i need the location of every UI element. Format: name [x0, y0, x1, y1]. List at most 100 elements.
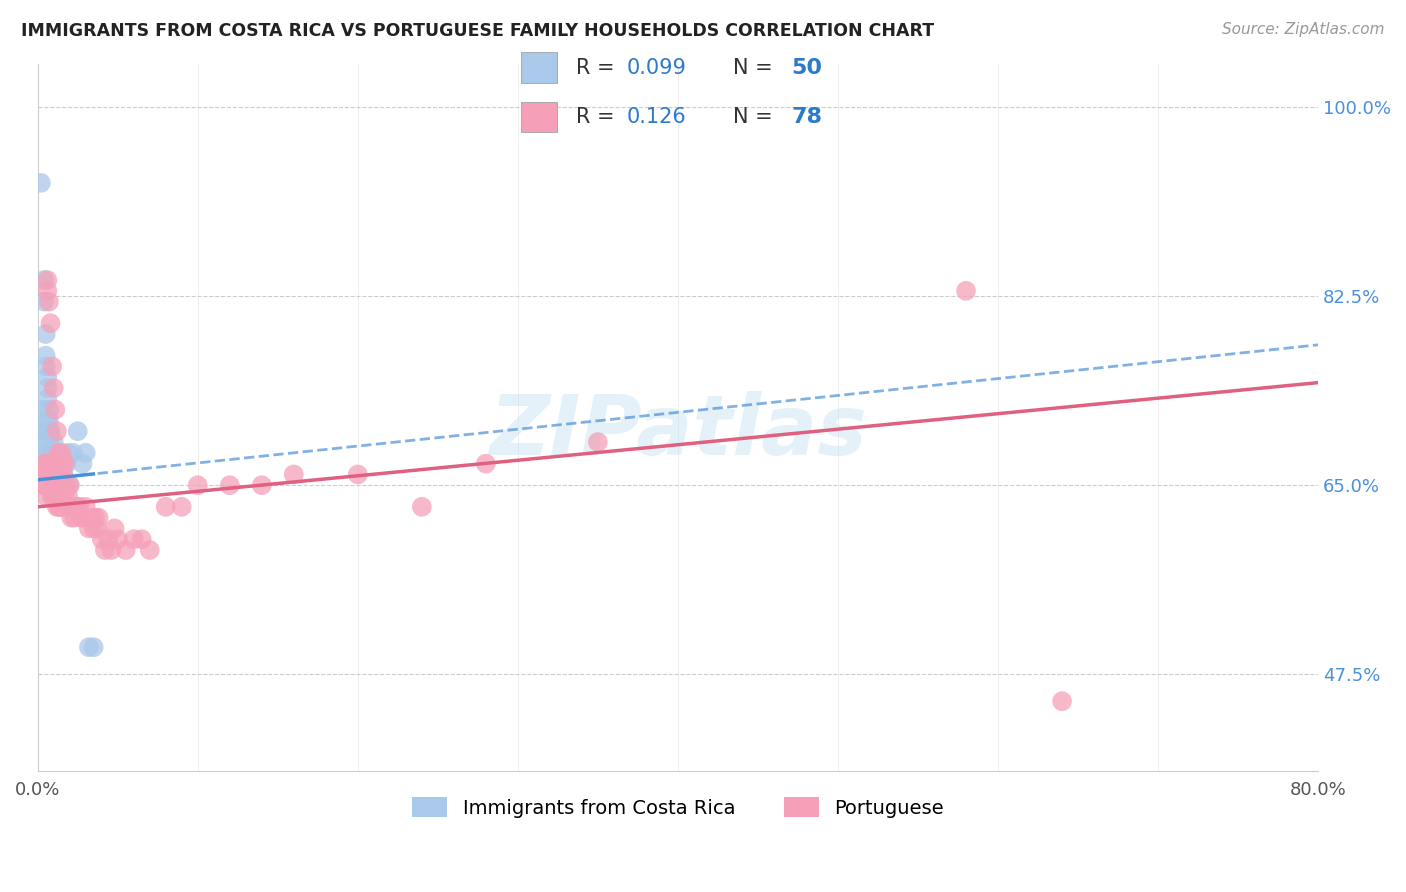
Point [52, 467, 75, 482]
Point [30, 176, 52, 190]
Point [44, 402, 66, 417]
Point [103, 521, 125, 535]
Point [51, 478, 73, 492]
Point [107, 532, 129, 546]
Point [41, 489, 63, 503]
Point [48, 467, 70, 482]
Point [44, 478, 66, 492]
Point [51, 446, 73, 460]
Point [346, 467, 368, 482]
Point [37, 413, 59, 427]
Point [218, 478, 240, 492]
Point [39, 478, 62, 492]
Point [56, 489, 79, 503]
Point [31, 446, 53, 460]
Point [53, 478, 76, 492]
Point [42, 435, 65, 450]
Point [187, 478, 209, 492]
Text: Source: ZipAtlas.com: Source: ZipAtlas.com [1222, 22, 1385, 37]
Point [37, 392, 59, 406]
Point [67, 500, 90, 514]
Point [39, 446, 62, 460]
Point [41, 359, 63, 374]
Point [32, 478, 55, 492]
Point [37, 370, 59, 384]
Point [114, 543, 136, 558]
Point [34, 478, 56, 492]
Point [34, 359, 56, 374]
Point [41, 457, 63, 471]
Point [45, 424, 67, 438]
Point [51, 500, 73, 514]
Text: 0.126: 0.126 [627, 107, 686, 127]
Text: ZIPatlas: ZIPatlas [489, 392, 868, 473]
Point [97, 532, 120, 546]
Point [62, 500, 84, 514]
Point [72, 457, 94, 471]
Point [42, 457, 65, 471]
Point [34, 489, 56, 503]
Point [38, 467, 60, 482]
Point [37, 478, 59, 492]
Point [39, 478, 62, 492]
Point [34, 326, 56, 341]
Point [94, 543, 117, 558]
Point [39, 457, 62, 471]
Point [77, 521, 100, 535]
Point [411, 500, 433, 514]
Point [45, 489, 67, 503]
Point [42, 457, 65, 471]
Point [59, 500, 82, 514]
Point [75, 500, 97, 514]
Point [170, 500, 193, 514]
Point [87, 510, 110, 524]
Point [53, 457, 76, 471]
Point [66, 500, 89, 514]
Point [31, 402, 53, 417]
Point [49, 500, 72, 514]
Point [45, 500, 67, 514]
Text: R =: R = [575, 58, 621, 78]
Text: 0.099: 0.099 [627, 58, 686, 78]
Point [75, 446, 97, 460]
Point [39, 316, 62, 330]
Point [52, 457, 75, 471]
Point [52, 467, 75, 482]
Point [31, 467, 53, 482]
Point [37, 381, 59, 395]
Point [37, 446, 59, 460]
Point [38, 413, 60, 427]
Point [131, 532, 153, 546]
Text: 78: 78 [792, 107, 823, 127]
Point [48, 489, 70, 503]
Point [39, 424, 62, 438]
Text: N =: N = [733, 107, 779, 127]
Point [70, 510, 93, 524]
Point [59, 478, 82, 492]
Point [49, 467, 72, 482]
Point [44, 457, 66, 471]
Point [38, 435, 60, 450]
Point [250, 478, 273, 492]
Point [62, 446, 84, 460]
Point [41, 489, 63, 503]
Legend: Immigrants from Costa Rica, Portuguese: Immigrants from Costa Rica, Portuguese [404, 789, 952, 825]
Point [83, 521, 105, 535]
Point [65, 500, 87, 514]
Text: R =: R = [575, 107, 627, 127]
Point [44, 489, 66, 503]
Text: IMMIGRANTS FROM COSTA RICA VS PORTUGUESE FAMILY HOUSEHOLDS CORRELATION CHART: IMMIGRANTS FROM COSTA RICA VS PORTUGUESE… [21, 22, 934, 40]
Point [34, 424, 56, 438]
FancyBboxPatch shape [520, 53, 557, 83]
Point [48, 446, 70, 460]
Point [49, 467, 72, 482]
Point [42, 381, 65, 395]
Text: N =: N = [733, 58, 779, 78]
Point [55, 478, 77, 492]
Point [32, 457, 55, 471]
Point [34, 467, 56, 482]
Point [122, 532, 145, 546]
Point [55, 457, 77, 471]
Point [66, 424, 89, 438]
Point [38, 294, 60, 309]
